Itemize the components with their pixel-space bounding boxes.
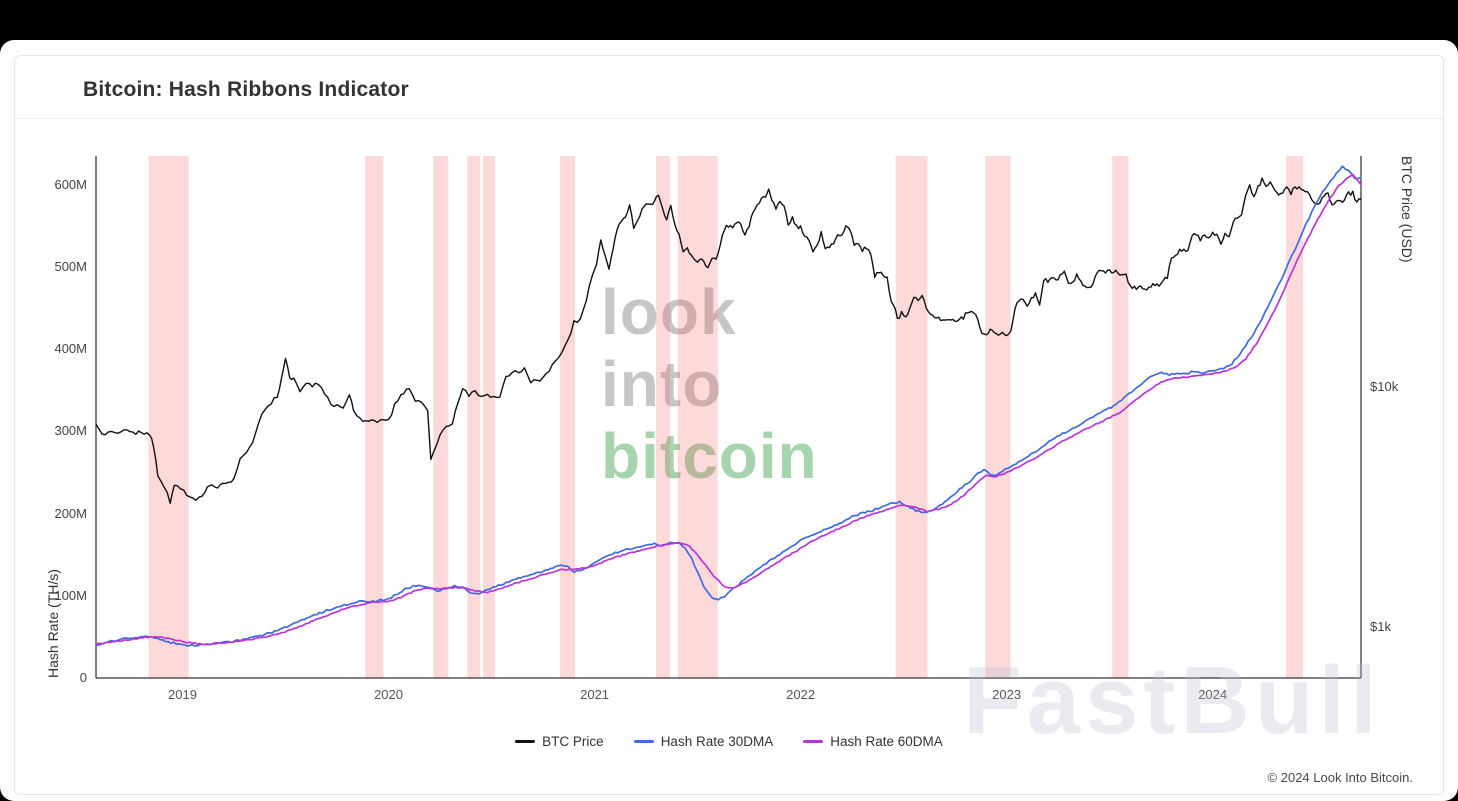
capitulation-band [1112, 156, 1129, 678]
legend-item-btc-price[interactable]: BTC Price [515, 734, 604, 749]
capitulation-band [467, 156, 481, 678]
chart-plot-area[interactable] [15, 56, 1443, 794]
legend-swatch-btc-price [515, 740, 536, 743]
legend-label-hash-rate-60dma: Hash Rate 60DMA [830, 734, 943, 749]
series-line-hash-rate-60dma [95, 173, 1362, 646]
chart-header: Bitcoin: Hash Ribbons Indicator [15, 56, 1443, 119]
copyright-text: © 2024 Look Into Bitcoin. [1267, 770, 1413, 785]
capitulation-band [1286, 156, 1304, 678]
right-axis-title: BTC Price (USD) [1399, 156, 1415, 263]
legend-item-hash-rate-30dma[interactable]: Hash Rate 30DMA [633, 734, 774, 749]
capitulation-band [365, 156, 384, 678]
capitulation-band [895, 156, 928, 678]
capitulation-band [677, 156, 718, 678]
capitulation-band [483, 156, 495, 678]
capitulation-band [433, 156, 449, 678]
chart-legend: BTC Price Hash Rate 30DMA Hash Rate 60DMA [15, 734, 1443, 749]
page-background: Bitcoin: Hash Ribbons Indicator look int… [0, 40, 1458, 801]
capitulation-band [560, 156, 575, 678]
chart-card: Bitcoin: Hash Ribbons Indicator look int… [14, 55, 1444, 795]
legend-label-hash-rate-30dma: Hash Rate 30DMA [660, 734, 774, 749]
series-line-hash-rate-30dma [95, 165, 1362, 647]
legend-label-btc-price: BTC Price [542, 734, 604, 749]
series-line-btc-price [95, 177, 1362, 504]
legend-swatch-hash-rate-30dma [633, 740, 654, 743]
chart-title: Bitcoin: Hash Ribbons Indicator [83, 78, 409, 101]
capitulation-band [148, 156, 189, 678]
capitulation-band [985, 156, 1011, 678]
left-axis-title: Hash Rate (TH/s) [45, 569, 61, 678]
legend-swatch-hash-rate-60dma [803, 740, 824, 743]
capitulation-band [656, 156, 670, 678]
legend-item-hash-rate-60dma[interactable]: Hash Rate 60DMA [803, 734, 943, 749]
